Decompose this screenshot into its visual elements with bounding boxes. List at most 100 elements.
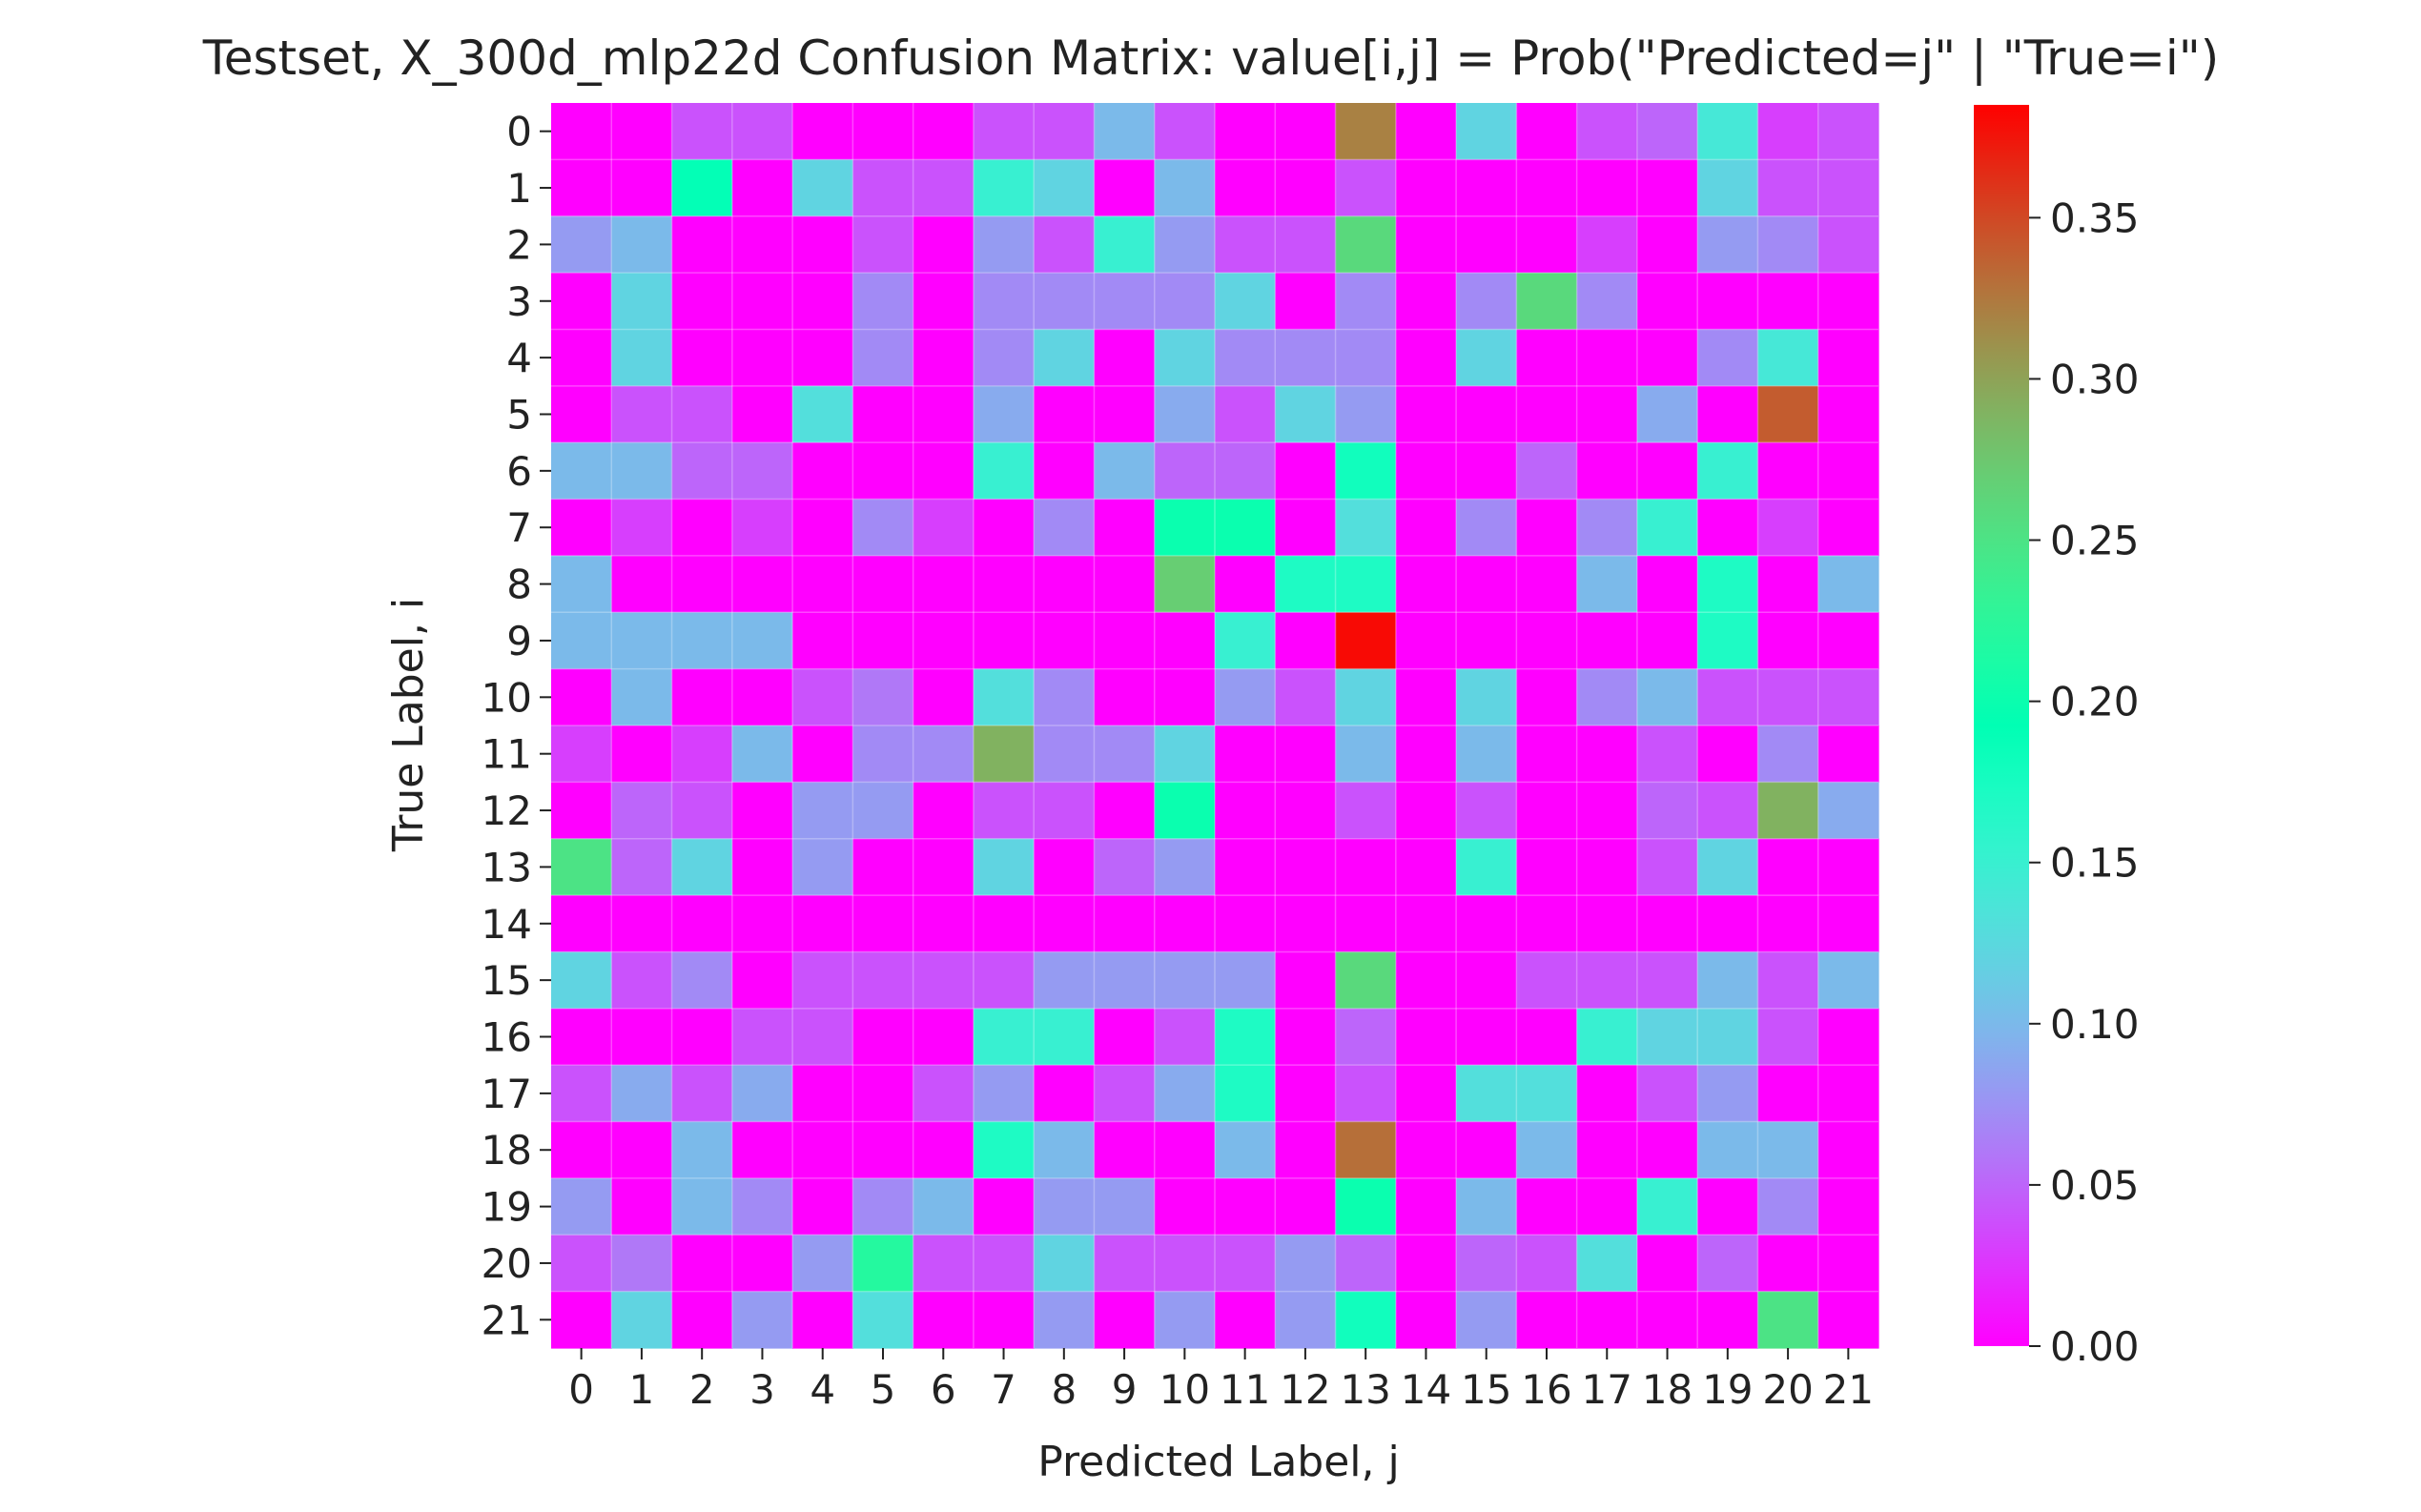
heatmap-cell-15-19: [1697, 951, 1759, 1010]
heatmap-cell-6-7: [973, 442, 1035, 501]
heatmap-cell-15-15: [1456, 951, 1517, 1010]
heatmap-cell-4-1: [611, 329, 673, 387]
heatmap-cell-8-3: [731, 555, 793, 613]
heatmap-cell-16-8: [1034, 1008, 1096, 1066]
heatmap-cell-19-13: [1335, 1177, 1397, 1236]
heatmap-cell-14-15: [1456, 895, 1517, 953]
heatmap-cell-20-18: [1636, 1235, 1698, 1293]
heatmap-cell-21-17: [1576, 1291, 1638, 1349]
heatmap-cell-2-17: [1576, 215, 1638, 274]
heatmap-cell-17-20: [1757, 1065, 1819, 1123]
y-tick-label: 13: [482, 844, 532, 890]
heatmap-cell-7-5: [852, 499, 914, 557]
heatmap-cell-8-14: [1395, 555, 1457, 613]
heatmap-cell-8-5: [852, 555, 914, 613]
heatmap-cell-13-9: [1094, 838, 1156, 896]
heatmap-cell-6-3: [731, 442, 793, 501]
heatmap-cell-13-21: [1817, 838, 1879, 896]
heatmap-cell-4-9: [1094, 329, 1156, 387]
heatmap-cell-20-8: [1034, 1235, 1096, 1293]
y-tick-label: 2: [506, 221, 532, 268]
colorbar-tick-label: 0.10: [2050, 1001, 2140, 1048]
y-tick-label: 4: [506, 335, 532, 381]
heatmap-cell-10-17: [1576, 668, 1638, 726]
heatmap-cell-5-9: [1094, 385, 1156, 443]
heatmap-cell-0-19: [1697, 103, 1759, 160]
heatmap-cell-1-2: [671, 159, 733, 217]
heatmap-cell-15-10: [1154, 951, 1216, 1010]
heatmap-cell-2-20: [1757, 215, 1819, 274]
heatmap-cell-12-4: [792, 782, 853, 840]
heatmap-cell-7-0: [551, 499, 612, 557]
heatmap-cell-7-7: [973, 499, 1035, 557]
heatmap-cell-6-17: [1576, 442, 1638, 501]
heatmap-cell-19-20: [1757, 1177, 1819, 1236]
heatmap-cell-14-5: [852, 895, 914, 953]
heatmap-cell-2-9: [1094, 215, 1156, 274]
heatmap-cell-21-1: [611, 1291, 673, 1349]
heatmap-cell-13-20: [1757, 838, 1819, 896]
heatmap-cell-19-0: [551, 1177, 612, 1236]
heatmap-cell-18-19: [1697, 1121, 1759, 1179]
heatmap-cell-4-2: [671, 329, 733, 387]
heatmap-cell-2-5: [852, 215, 914, 274]
heatmap-cell-8-4: [792, 555, 853, 613]
heatmap-cell-7-10: [1154, 499, 1216, 557]
heatmap-cell-13-15: [1456, 838, 1517, 896]
heatmap-cell-5-18: [1636, 385, 1698, 443]
heatmap-cell-5-17: [1576, 385, 1638, 443]
heatmap-cell-15-12: [1275, 951, 1337, 1010]
heatmap-cell-9-11: [1215, 612, 1276, 670]
heatmap-cell-14-12: [1275, 895, 1337, 953]
heatmap-cell-12-3: [731, 782, 793, 840]
heatmap-cell-6-15: [1456, 442, 1517, 501]
x-tick-label: 17: [1582, 1366, 1632, 1413]
heatmap-cell-15-0: [551, 951, 612, 1010]
heatmap-cell-12-5: [852, 782, 914, 840]
colorbar-tick-label: 0.30: [2050, 356, 2140, 402]
heatmap-cell-18-21: [1817, 1121, 1879, 1179]
x-tick-label: 10: [1159, 1366, 1210, 1413]
heatmap-cell-19-5: [852, 1177, 914, 1236]
y-tick-label: 16: [482, 1014, 532, 1061]
heatmap-cell-2-1: [611, 215, 673, 274]
heatmap-cell-13-14: [1395, 838, 1457, 896]
heatmap-cell-20-13: [1335, 1235, 1397, 1293]
heatmap-cell-20-16: [1516, 1235, 1578, 1293]
heatmap-cell-14-4: [792, 895, 853, 953]
heatmap-cell-17-8: [1034, 1065, 1096, 1123]
heatmap-cell-8-11: [1215, 555, 1276, 613]
heatmap-cell-0-6: [913, 103, 975, 160]
heatmap-cell-11-17: [1576, 725, 1638, 783]
heatmap-cell-8-20: [1757, 555, 1819, 613]
heatmap-cell-3-15: [1456, 273, 1517, 331]
heatmap-cell-9-16: [1516, 612, 1578, 670]
heatmap-cell-19-14: [1395, 1177, 1457, 1236]
heatmap-cell-20-19: [1697, 1235, 1759, 1293]
heatmap-cell-17-7: [973, 1065, 1035, 1123]
y-tick-label: 9: [506, 618, 532, 664]
heatmap-cell-15-2: [671, 951, 733, 1010]
heatmap-cell-1-6: [913, 159, 975, 217]
heatmap-cell-18-8: [1034, 1121, 1096, 1179]
colorbar-tick-label: 0.00: [2050, 1323, 2140, 1370]
heatmap-cell-18-16: [1516, 1121, 1578, 1179]
heatmap-cell-9-8: [1034, 612, 1096, 670]
heatmap-cell-5-19: [1697, 385, 1759, 443]
heatmap-cell-8-21: [1817, 555, 1879, 613]
heatmap-cell-18-18: [1636, 1121, 1698, 1179]
heatmap-cell-14-0: [551, 895, 612, 953]
heatmap-cell-9-2: [671, 612, 733, 670]
heatmap-cell-14-8: [1034, 895, 1096, 953]
heatmap-cell-6-21: [1817, 442, 1879, 501]
x-tick-label: 19: [1702, 1366, 1753, 1413]
heatmap-cell-12-12: [1275, 782, 1337, 840]
heatmap-cell-3-12: [1275, 273, 1337, 331]
heatmap-cell-21-0: [551, 1291, 612, 1349]
heatmap-cell-4-21: [1817, 329, 1879, 387]
heatmap-cell-2-12: [1275, 215, 1337, 274]
heatmap-cell-5-12: [1275, 385, 1337, 443]
heatmap-cell-8-7: [973, 555, 1035, 613]
heatmap-cell-7-2: [671, 499, 733, 557]
heatmap-cell-21-9: [1094, 1291, 1156, 1349]
